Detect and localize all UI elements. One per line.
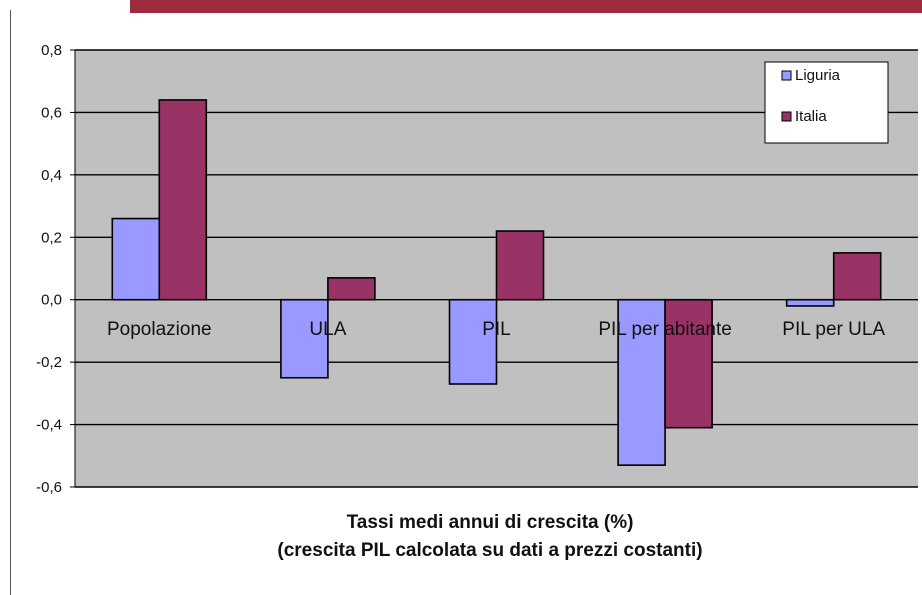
y-tick-label: -0,4 bbox=[36, 417, 62, 434]
bars bbox=[111, 99, 882, 466]
chart-title-line-2: (crescita PIL calcolata su dati a prezzi… bbox=[277, 540, 703, 561]
bar-liguria-2 bbox=[448, 298, 498, 385]
y-tick-label: -0,2 bbox=[36, 354, 62, 371]
bar-italia-3 bbox=[664, 298, 713, 429]
bar-liguria-3 bbox=[617, 298, 666, 466]
legend-label-italia: Italia bbox=[795, 108, 827, 125]
chart-title-line-1: Tassi medi annui di crescita (%) bbox=[346, 512, 634, 533]
header-accent-band bbox=[130, 0, 922, 13]
bar-italia-1 bbox=[327, 277, 376, 301]
y-tick-label: -0,6 bbox=[36, 479, 62, 496]
bar-italia-4 bbox=[832, 252, 882, 301]
y-tick-label: 0,8 bbox=[41, 42, 62, 59]
category-label: Popolazione bbox=[107, 319, 212, 340]
category-label: PIL per abitante bbox=[598, 319, 731, 340]
category-labels: Popolazione ULA PIL PIL per abitante PIL per… bbox=[107, 319, 885, 340]
y-tick-label: 0,0 bbox=[41, 292, 62, 309]
bar-italia-0 bbox=[158, 99, 208, 301]
bar-liguria-4 bbox=[785, 298, 835, 307]
category-label: PIL per ULA bbox=[782, 319, 885, 340]
bar-liguria-0 bbox=[111, 217, 161, 301]
category-label: PIL bbox=[482, 319, 511, 340]
bar-italia-2 bbox=[495, 230, 545, 301]
legend-label-liguria: Liguria bbox=[795, 67, 841, 84]
left-border-line bbox=[10, 10, 11, 595]
y-tick-label: 0,2 bbox=[41, 229, 62, 246]
legend-swatch-italia bbox=[781, 111, 792, 122]
legend-swatch-liguria bbox=[781, 70, 792, 81]
legend: Liguria Italia bbox=[764, 61, 889, 144]
axes: 0,8 0,6 0,4 0,2 0,0 -0,2 -0,4 -0,6 bbox=[36, 42, 76, 496]
category-label: ULA bbox=[309, 319, 346, 340]
bar-liguria-1 bbox=[280, 298, 329, 379]
y-tick-label: 0,6 bbox=[41, 104, 62, 121]
y-tick-label: 0,4 bbox=[41, 167, 62, 184]
